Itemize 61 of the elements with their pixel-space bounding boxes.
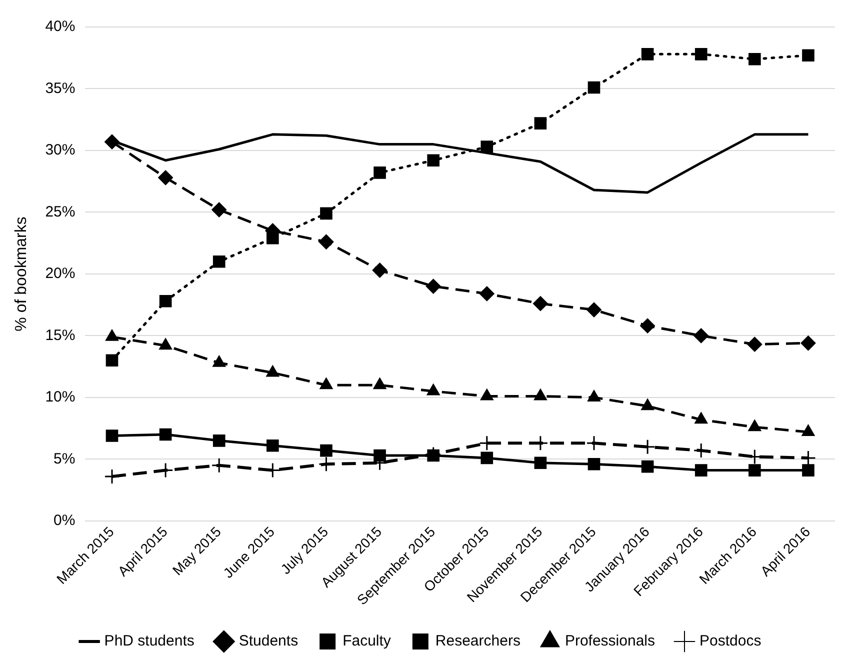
point <box>427 154 440 167</box>
point <box>318 234 334 250</box>
point <box>212 434 226 447</box>
y-tick-label: 5% <box>54 450 76 468</box>
point <box>641 48 654 60</box>
point <box>106 430 118 442</box>
point <box>104 468 120 484</box>
point <box>586 302 602 318</box>
y-axis-title: % of bookmarks <box>13 216 30 332</box>
point <box>802 424 815 436</box>
point <box>372 262 388 278</box>
point <box>802 49 814 62</box>
y-tick-label: 15% <box>45 326 76 344</box>
legend-label: Professionals <box>564 632 655 650</box>
y-tick-label: 30% <box>45 142 76 159</box>
point <box>158 170 174 186</box>
point <box>747 336 762 352</box>
point <box>532 296 548 312</box>
point <box>694 48 708 60</box>
y-tick-label: 35% <box>45 80 76 97</box>
point <box>426 278 441 294</box>
point <box>320 444 332 457</box>
point <box>640 318 656 334</box>
point <box>588 458 600 470</box>
point <box>159 294 172 308</box>
point <box>106 354 118 367</box>
point <box>748 52 761 66</box>
point <box>479 286 494 302</box>
y-tick-label: 0% <box>54 512 76 530</box>
y-tick-label: 20% <box>45 265 76 282</box>
legend-label: Researchers <box>435 632 520 650</box>
point <box>266 439 279 452</box>
point <box>748 464 761 476</box>
point <box>588 81 600 94</box>
y-tick-label: 10% <box>45 388 76 406</box>
point <box>212 202 227 218</box>
point <box>694 464 708 476</box>
point <box>158 462 174 478</box>
point <box>212 255 226 268</box>
point <box>586 435 602 451</box>
y-tick-label: 40% <box>45 18 76 36</box>
point <box>320 207 332 220</box>
point <box>800 336 816 351</box>
point <box>640 439 656 455</box>
point <box>480 140 494 153</box>
point <box>374 449 386 462</box>
point <box>693 442 709 458</box>
point <box>534 117 547 130</box>
point <box>159 428 172 441</box>
legend-label: Postdocs <box>699 632 762 650</box>
legend-label: Students <box>238 632 298 650</box>
point <box>641 460 654 473</box>
point <box>694 328 709 344</box>
point <box>800 450 816 466</box>
legend-label: Faculty <box>342 632 392 650</box>
point <box>374 166 386 179</box>
point <box>480 452 494 464</box>
point <box>534 456 547 470</box>
point <box>802 464 814 476</box>
y-tick-label: 25% <box>45 203 76 220</box>
legend-label: PhD students <box>104 632 194 650</box>
